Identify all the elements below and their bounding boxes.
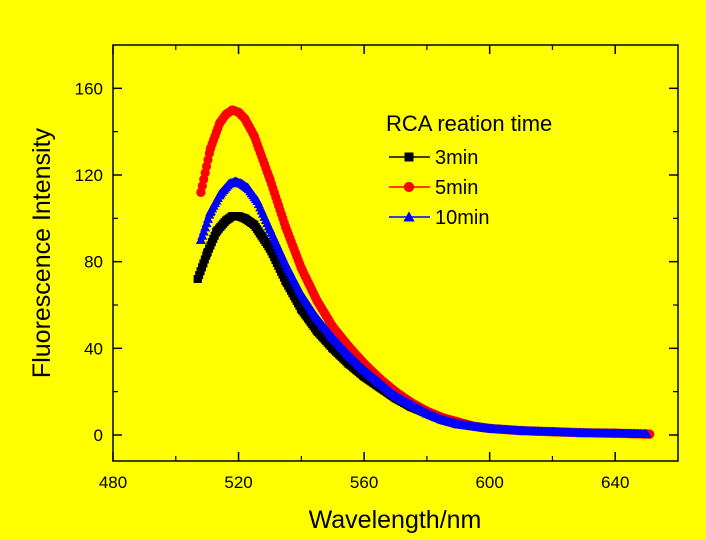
data-point	[328, 322, 338, 332]
data-point	[228, 212, 237, 221]
x-axis-title: Wavelength/nm	[309, 506, 482, 534]
data-point	[250, 220, 259, 229]
legend-marker	[403, 181, 415, 193]
data-point	[249, 131, 259, 141]
x-tick-label: 520	[224, 473, 252, 492]
data-point	[222, 216, 230, 225]
data-point	[344, 359, 353, 368]
data-point	[421, 408, 432, 418]
y-tick-label: 80	[84, 253, 103, 272]
data-point	[205, 144, 215, 154]
data-point	[328, 344, 337, 353]
data-point	[468, 421, 479, 431]
x-tick-label: 640	[601, 473, 629, 492]
data-point	[265, 174, 275, 184]
data-point	[296, 263, 306, 273]
data-point	[193, 275, 202, 283]
legend-item-10min: 10min	[389, 207, 489, 229]
data-point	[203, 249, 212, 257]
y-axis-title: Fluorescence Intensity	[28, 127, 56, 378]
data-point	[327, 332, 338, 342]
data-point	[343, 349, 354, 359]
data-point	[296, 289, 307, 299]
data-point	[281, 277, 290, 286]
data-point	[390, 391, 401, 400]
y-tick-label: 160	[75, 79, 103, 98]
data-point	[281, 222, 291, 232]
data-point	[252, 196, 263, 205]
data-point	[313, 327, 322, 335]
data-point	[312, 296, 322, 306]
data-point	[578, 427, 589, 437]
y-tick-label: 40	[84, 339, 103, 358]
x-tick-label: 480	[99, 473, 127, 492]
data-point	[233, 107, 244, 117]
data-point	[240, 214, 249, 223]
x-tick-label: 600	[475, 473, 503, 492]
data-point	[547, 426, 558, 436]
data-point	[195, 235, 206, 244]
legend-label: 3min	[435, 147, 478, 169]
data-point	[212, 227, 221, 236]
legend-item-5min: 5min	[389, 177, 478, 199]
x-tick-label: 560	[350, 473, 378, 492]
data-point	[205, 206, 216, 216]
legend-marker	[404, 152, 414, 162]
legend-marker	[403, 211, 415, 222]
data-point	[641, 428, 652, 438]
data-point	[453, 419, 464, 429]
data-point	[406, 399, 417, 409]
data-point	[484, 423, 495, 433]
data-point	[264, 224, 275, 234]
legend: RCA reation time 3min 5min 10min	[386, 111, 552, 229]
data-point	[297, 305, 306, 314]
series-10min	[195, 176, 652, 438]
y-tick-label: 0	[94, 426, 103, 445]
data-point	[280, 258, 291, 268]
legend-label: 10min	[435, 207, 489, 229]
data-point	[230, 176, 241, 186]
data-point	[214, 189, 225, 199]
data-point	[234, 212, 243, 221]
data-point	[242, 183, 253, 192]
legend-label: 5min	[435, 177, 478, 199]
data-point	[312, 313, 323, 322]
data-point	[265, 244, 274, 253]
data-point	[215, 118, 225, 128]
legend-title: RCA reation time	[386, 111, 552, 136]
legend-item-3min: 3min	[389, 147, 478, 169]
data-point	[359, 365, 370, 374]
y-tick-label: 120	[75, 166, 103, 185]
plot-marks	[193, 105, 655, 439]
data-point	[437, 414, 448, 424]
data-point	[236, 178, 247, 188]
data-point	[196, 187, 206, 197]
data-point	[374, 378, 385, 387]
data-point	[240, 114, 250, 124]
data-point	[610, 428, 621, 438]
axes: 480 520 560 600 640 0 40 80 120 160	[75, 45, 678, 492]
data-point	[516, 425, 527, 435]
